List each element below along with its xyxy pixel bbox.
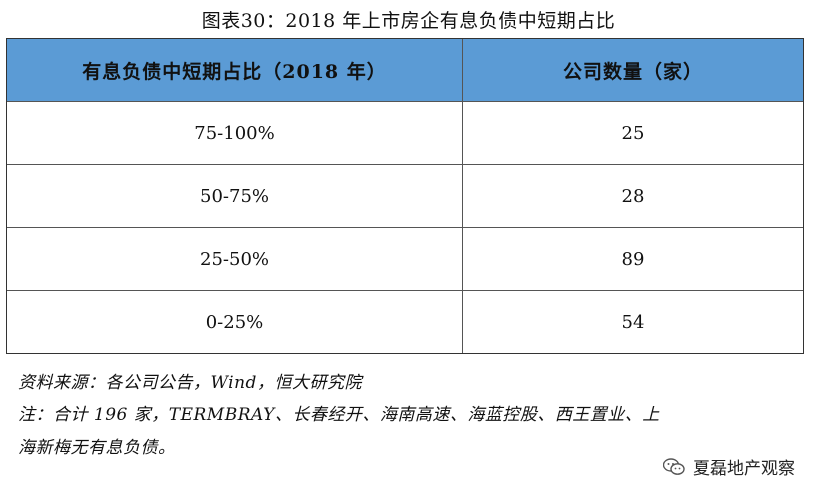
count-cell: 54 [621,311,645,333]
wechat-icon [662,457,685,476]
table-row: 0-25% 54 [7,290,803,353]
ratio-cell: 25-50% [7,228,463,290]
table-row: 75-100% 25 [7,101,803,164]
source-note: 资料来源：各公司公告，Wind，恒大研究院 [18,373,362,393]
table-row: 25-50% 89 [7,227,803,290]
column-header-ratio: 有息负债中短期占比（2018 年） [7,39,463,101]
ratio-cell: 75-100% [7,102,463,164]
ratio-cell: 50-75% [7,165,463,227]
ratio-cell: 0-25% [7,291,463,353]
count-cell: 28 [621,185,645,207]
count-cell: 89 [621,248,645,270]
watermark: 夏磊地产观察 [662,454,795,479]
data-table: 有息负债中短期占比（2018 年） 公司数量（家） 75-100% 25 50-… [6,38,804,354]
table-row: 50-75% 28 [7,164,803,227]
table-header-row: 有息负债中短期占比（2018 年） 公司数量（家） [7,39,803,101]
footnote-line-2: 海新梅无有息负债。 [18,438,176,458]
column-header-count: 公司数量（家） [562,60,703,83]
footnote-line-1: 注：合计 196 家，TERMBRAY、长春经开、海南高速、海蓝控股、西王置业、… [18,405,660,425]
watermark-label: 夏磊地产观察 [693,459,795,479]
table-title: 图表30：2018 年上市房企有息负债中短期占比 [201,10,616,32]
count-cell: 25 [621,122,645,144]
